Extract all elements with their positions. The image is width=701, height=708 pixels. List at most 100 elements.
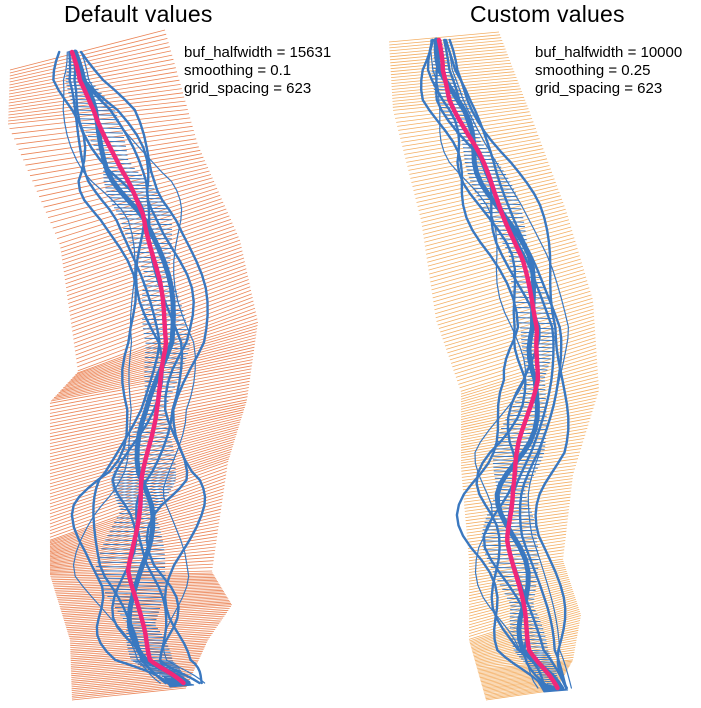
transect-line [70,257,245,320]
transect-line [34,153,202,187]
transect-line [468,549,565,565]
transect-line [468,585,572,611]
transect-line [49,424,240,474]
river-channel [79,50,209,685]
transect-line [50,574,214,579]
transect-line [64,611,228,623]
transect-line [32,149,201,182]
transect-line [420,185,558,219]
transect-line [49,563,214,573]
transect-line [478,662,572,673]
transect-line [436,276,587,322]
panel-title-custom: Custom values [470,1,625,27]
centerline [436,37,560,691]
transect-line [60,198,222,253]
transect-line [468,605,579,640]
transect-line [435,273,586,319]
transect-line [466,518,568,534]
transect-line [468,555,564,570]
transect-line [63,215,230,273]
river-channel [420,38,547,690]
transect-line [49,404,246,448]
transect-line [460,358,598,400]
transect-line [49,553,215,569]
param-buf-halfwidth: buf_halfwidth = 15631 [184,44,332,61]
transect-line [69,254,244,316]
transect-line [70,632,213,643]
transect-line [71,664,197,677]
transect-line [462,465,576,481]
river-channels [420,37,572,691]
transect-line [454,330,596,375]
transect-line [460,376,599,413]
transect-line [477,660,573,672]
transect-line [479,667,569,679]
transect-line [70,638,209,648]
transect-line [49,396,248,438]
transect-line [49,416,242,464]
transect-line [9,54,173,89]
transect-line [460,383,599,418]
transect-line [397,108,529,127]
transect-line [56,589,224,598]
transect-line [49,393,248,434]
transect-line [449,315,595,361]
transect-line [36,156,204,192]
transect-line [72,268,247,332]
panel-default-values: Default values buf_halfwidth = 15631 smo… [0,0,350,708]
param-grid-spacing: grid_spacing = 623 [535,80,663,97]
transect-line [63,212,228,269]
transect-line [49,426,239,478]
transect-line [60,600,230,611]
transect-line [9,58,174,92]
transect-line [390,57,509,70]
transect-line [444,301,594,347]
transect-line [60,194,221,249]
river-mesh-custom [388,31,599,701]
transect-line [49,409,245,454]
transect-line [64,222,233,281]
transect-line [68,627,217,637]
river-mouth [536,681,569,693]
river-channel [80,51,206,684]
transect-line [57,591,225,600]
transect-line [49,567,213,574]
transect-line [419,181,556,215]
centerline [69,49,186,686]
transect-line [412,158,548,187]
transect-line [464,490,572,506]
transect-line [70,261,245,324]
transect-line [446,305,594,350]
transect-line [391,65,513,78]
transect-line [73,275,249,340]
transect-line [51,575,215,581]
param-grid-spacing: grid_spacing = 623 [184,80,312,97]
transect-line [456,337,596,382]
river-channel [52,50,169,685]
river-channel [430,39,539,689]
transect-line [455,333,596,378]
transect-line [410,151,545,179]
transect-line [460,362,598,403]
transect-line [64,334,257,387]
transect-line [59,191,219,245]
transect-line [404,131,538,155]
transect-line [49,411,244,458]
transect-line [413,161,549,191]
transect-line [47,174,212,218]
transect-line [411,155,546,183]
transect-line [49,419,242,468]
transect-line [49,570,213,575]
panel-title-default: Default values [64,1,213,27]
param-smoothing: smoothing = 0.25 [535,62,651,79]
transect-line [448,312,594,357]
transect-line [49,406,245,451]
transect-line [480,669,568,681]
transect-line [468,603,578,637]
panel-custom-values: Custom values buf_halfwidth = 10000 smoo… [351,0,701,708]
transect-line [465,506,570,522]
transect-line [468,587,573,614]
transect-line [70,636,211,647]
transect-line [56,588,223,597]
transect-line [469,607,579,642]
